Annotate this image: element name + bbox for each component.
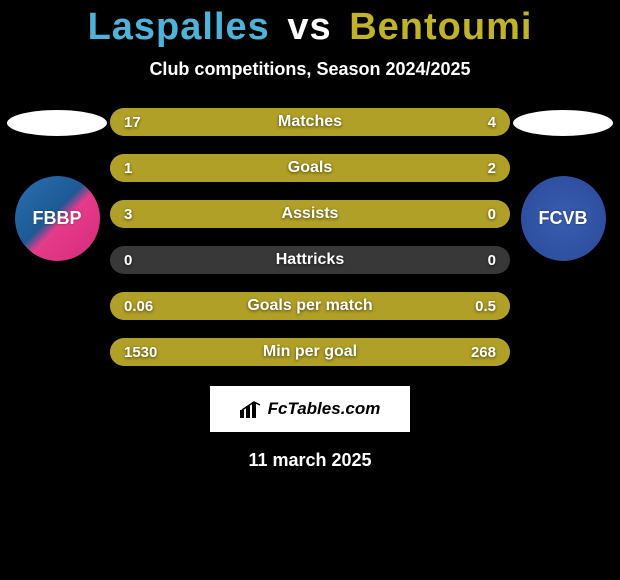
stat-label: Min per goal <box>110 338 510 366</box>
player2-name: Bentoumi <box>349 6 532 48</box>
stat-bar: 30Assists <box>110 200 510 228</box>
stat-bar: 12Goals <box>110 154 510 182</box>
comparison-card: Laspalles vs Bentoumi Club competitions,… <box>0 6 620 580</box>
player1-club-logo: FBBP <box>15 176 100 261</box>
stat-bar: 0.060.5Goals per match <box>110 292 510 320</box>
chart-icon <box>240 400 262 418</box>
stat-label: Goals <box>110 154 510 182</box>
right-side: FCVB <box>510 108 616 261</box>
stat-label: Matches <box>110 108 510 136</box>
stat-bar: 1530268Min per goal <box>110 338 510 366</box>
stat-label: Hattricks <box>110 246 510 274</box>
player1-club-abbr: FBBP <box>33 208 82 229</box>
subtitle: Club competitions, Season 2024/2025 <box>0 59 620 80</box>
player2-club-logo: FCVB <box>521 176 606 261</box>
player2-photo-placeholder <box>513 110 613 136</box>
stats-column: 174Matches 12Goals 30Assists 00Hattricks 0.0… <box>110 108 510 471</box>
player1-photo-placeholder <box>7 110 107 136</box>
player1-name: Laspalles <box>88 6 270 48</box>
stat-bar: 00Hattricks <box>110 246 510 274</box>
stat-label: Goals per match <box>110 292 510 320</box>
vs-text: vs <box>287 6 331 48</box>
stat-bar: 174Matches <box>110 108 510 136</box>
title-row: Laspalles vs Bentoumi <box>0 6 620 49</box>
attribution-box: FcTables.com <box>210 386 410 432</box>
body-row: FBBP 174Matches 12Goals 30Assists 00Hattric… <box>0 108 620 471</box>
attribution-text: FcTables.com <box>268 399 381 419</box>
player2-club-abbr: FCVB <box>539 208 588 229</box>
stat-label: Assists <box>110 200 510 228</box>
left-side: FBBP <box>4 108 110 261</box>
date-text: 11 march 2025 <box>248 450 371 471</box>
